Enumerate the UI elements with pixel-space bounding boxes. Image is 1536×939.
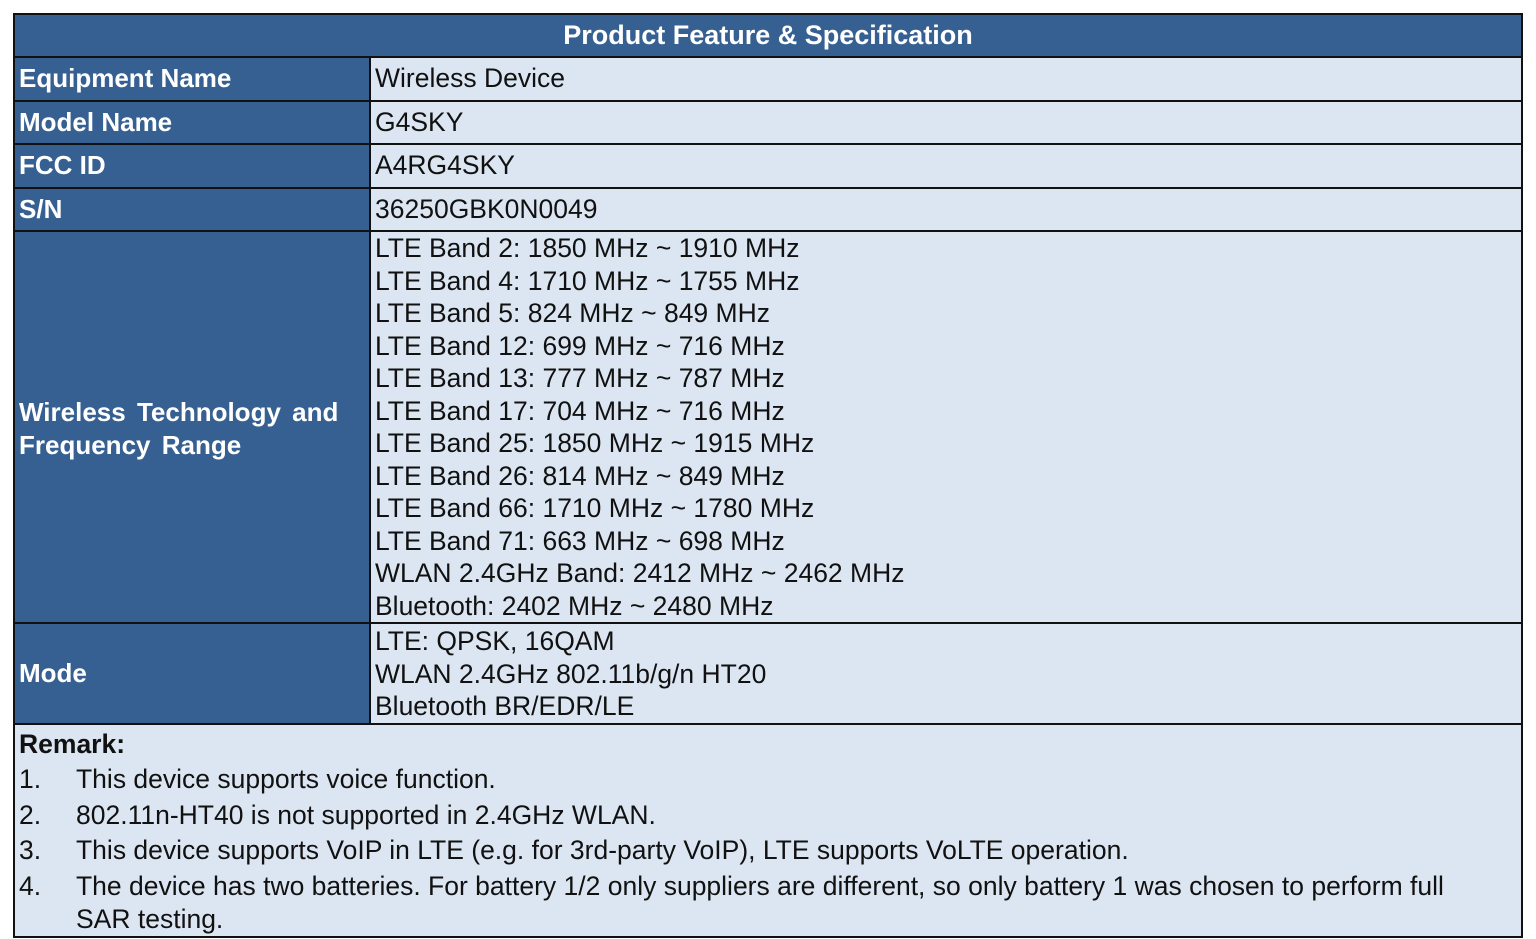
remark-text: 802.11n-HT40 is not supported in 2.4GHz … (76, 799, 656, 830)
remark-section: Remark: 1. This device supports voice fun… (15, 725, 1521, 936)
value-line: LTE Band 13: 777 MHz ~ 787 MHz (375, 363, 785, 393)
remark-number: 2. (19, 799, 42, 830)
remark-item: 4. The device has two batteries. For batt… (19, 869, 1521, 936)
value-line: LTE: QPSK, 16QAM (375, 626, 615, 656)
value-line: LTE Band 12: 699 MHz ~ 716 MHz (375, 330, 785, 361)
spec-table: Product Feature & Specification Equipmen… (13, 13, 1523, 938)
value-line: LTE Band 25: 1850 MHz ~ 1915 MHz (375, 428, 815, 458)
row-label: FCC ID (15, 145, 371, 187)
table-row: Model Name G4SKY (15, 101, 1521, 145)
frequency-values: LTE Band 2: 1850 MHz ~ 1910 MHz LTE Band … (371, 232, 1521, 622)
row-value: 36250GBK0N0049 (375, 193, 598, 224)
remark-title: Remark: (19, 728, 126, 759)
mode-values: LTE: QPSK, 16QAM WLAN 2.4GHz 802.11b/g/n … (371, 624, 1521, 723)
row-label: Model Name (15, 101, 371, 143)
value-line: LTE Band 5: 824 MHz ~ 849 MHz (375, 298, 770, 328)
table-row: S/N 36250GBK0N0049 (15, 188, 1521, 232)
table-row: FCC ID A4RG4SKY (15, 145, 1521, 189)
row-label: S/N (15, 188, 371, 230)
row-value: Wireless Device (375, 63, 565, 93)
value-line: LTE Band 66: 1710 MHz ~ 1780 MHz (375, 493, 815, 523)
mode-row: Mode LTE: QPSK, 16QAM WLAN 2.4GHz 802.11b… (15, 624, 1521, 725)
remark-text: This device supports VoIP in LTE (e.g. f… (76, 835, 1129, 865)
row-label: Equipment Name (15, 58, 371, 100)
remark-item: 2. 802.11n-HT40 is not supported in 2.4GH… (19, 798, 1521, 834)
value-line: WLAN 2.4GHz 802.11b/g/n HT20 (375, 658, 767, 689)
value-line: Bluetooth: 2402 MHz ~ 2480 MHz (375, 590, 774, 621)
remark-text: This device supports voice function. (76, 764, 496, 794)
value-line: LTE Band 71: 663 MHz ~ 698 MHz (375, 525, 785, 556)
remark-number: 3. (19, 835, 42, 865)
row-label: Mode (15, 624, 371, 723)
frequency-row: Wireless Technology and Frequency Range … (15, 232, 1521, 624)
value-line: LTE Band 26: 814 MHz ~ 849 MHz (375, 460, 785, 491)
value-line: Bluetooth BR/EDR/LE (375, 691, 635, 721)
row-value: A4RG4SKY (375, 150, 515, 180)
remark-text: The device has two batteries. For batter… (76, 870, 1444, 934)
row-label: Wireless Technology and Frequency Range (15, 232, 371, 622)
value-line: LTE Band 4: 1710 MHz ~ 1755 MHz (375, 265, 800, 296)
remark-item: 1. This device supports voice function. (19, 762, 1521, 798)
value-line: LTE Band 2: 1850 MHz ~ 1910 MHz (375, 233, 800, 263)
value-line: WLAN 2.4GHz Band: 2412 MHz ~ 2462 MHz (375, 558, 905, 588)
remark-number: 1. (19, 764, 42, 794)
remark-item: 3. This device supports VoIP in LTE (e.g.… (19, 833, 1521, 869)
row-value: G4SKY (375, 106, 464, 137)
value-line: LTE Band 17: 704 MHz ~ 716 MHz (375, 395, 785, 426)
table-title: Product Feature & Specification (15, 15, 1521, 58)
remark-number: 4. (19, 870, 42, 901)
table-row: Equipment Name Wireless Device (15, 58, 1521, 102)
